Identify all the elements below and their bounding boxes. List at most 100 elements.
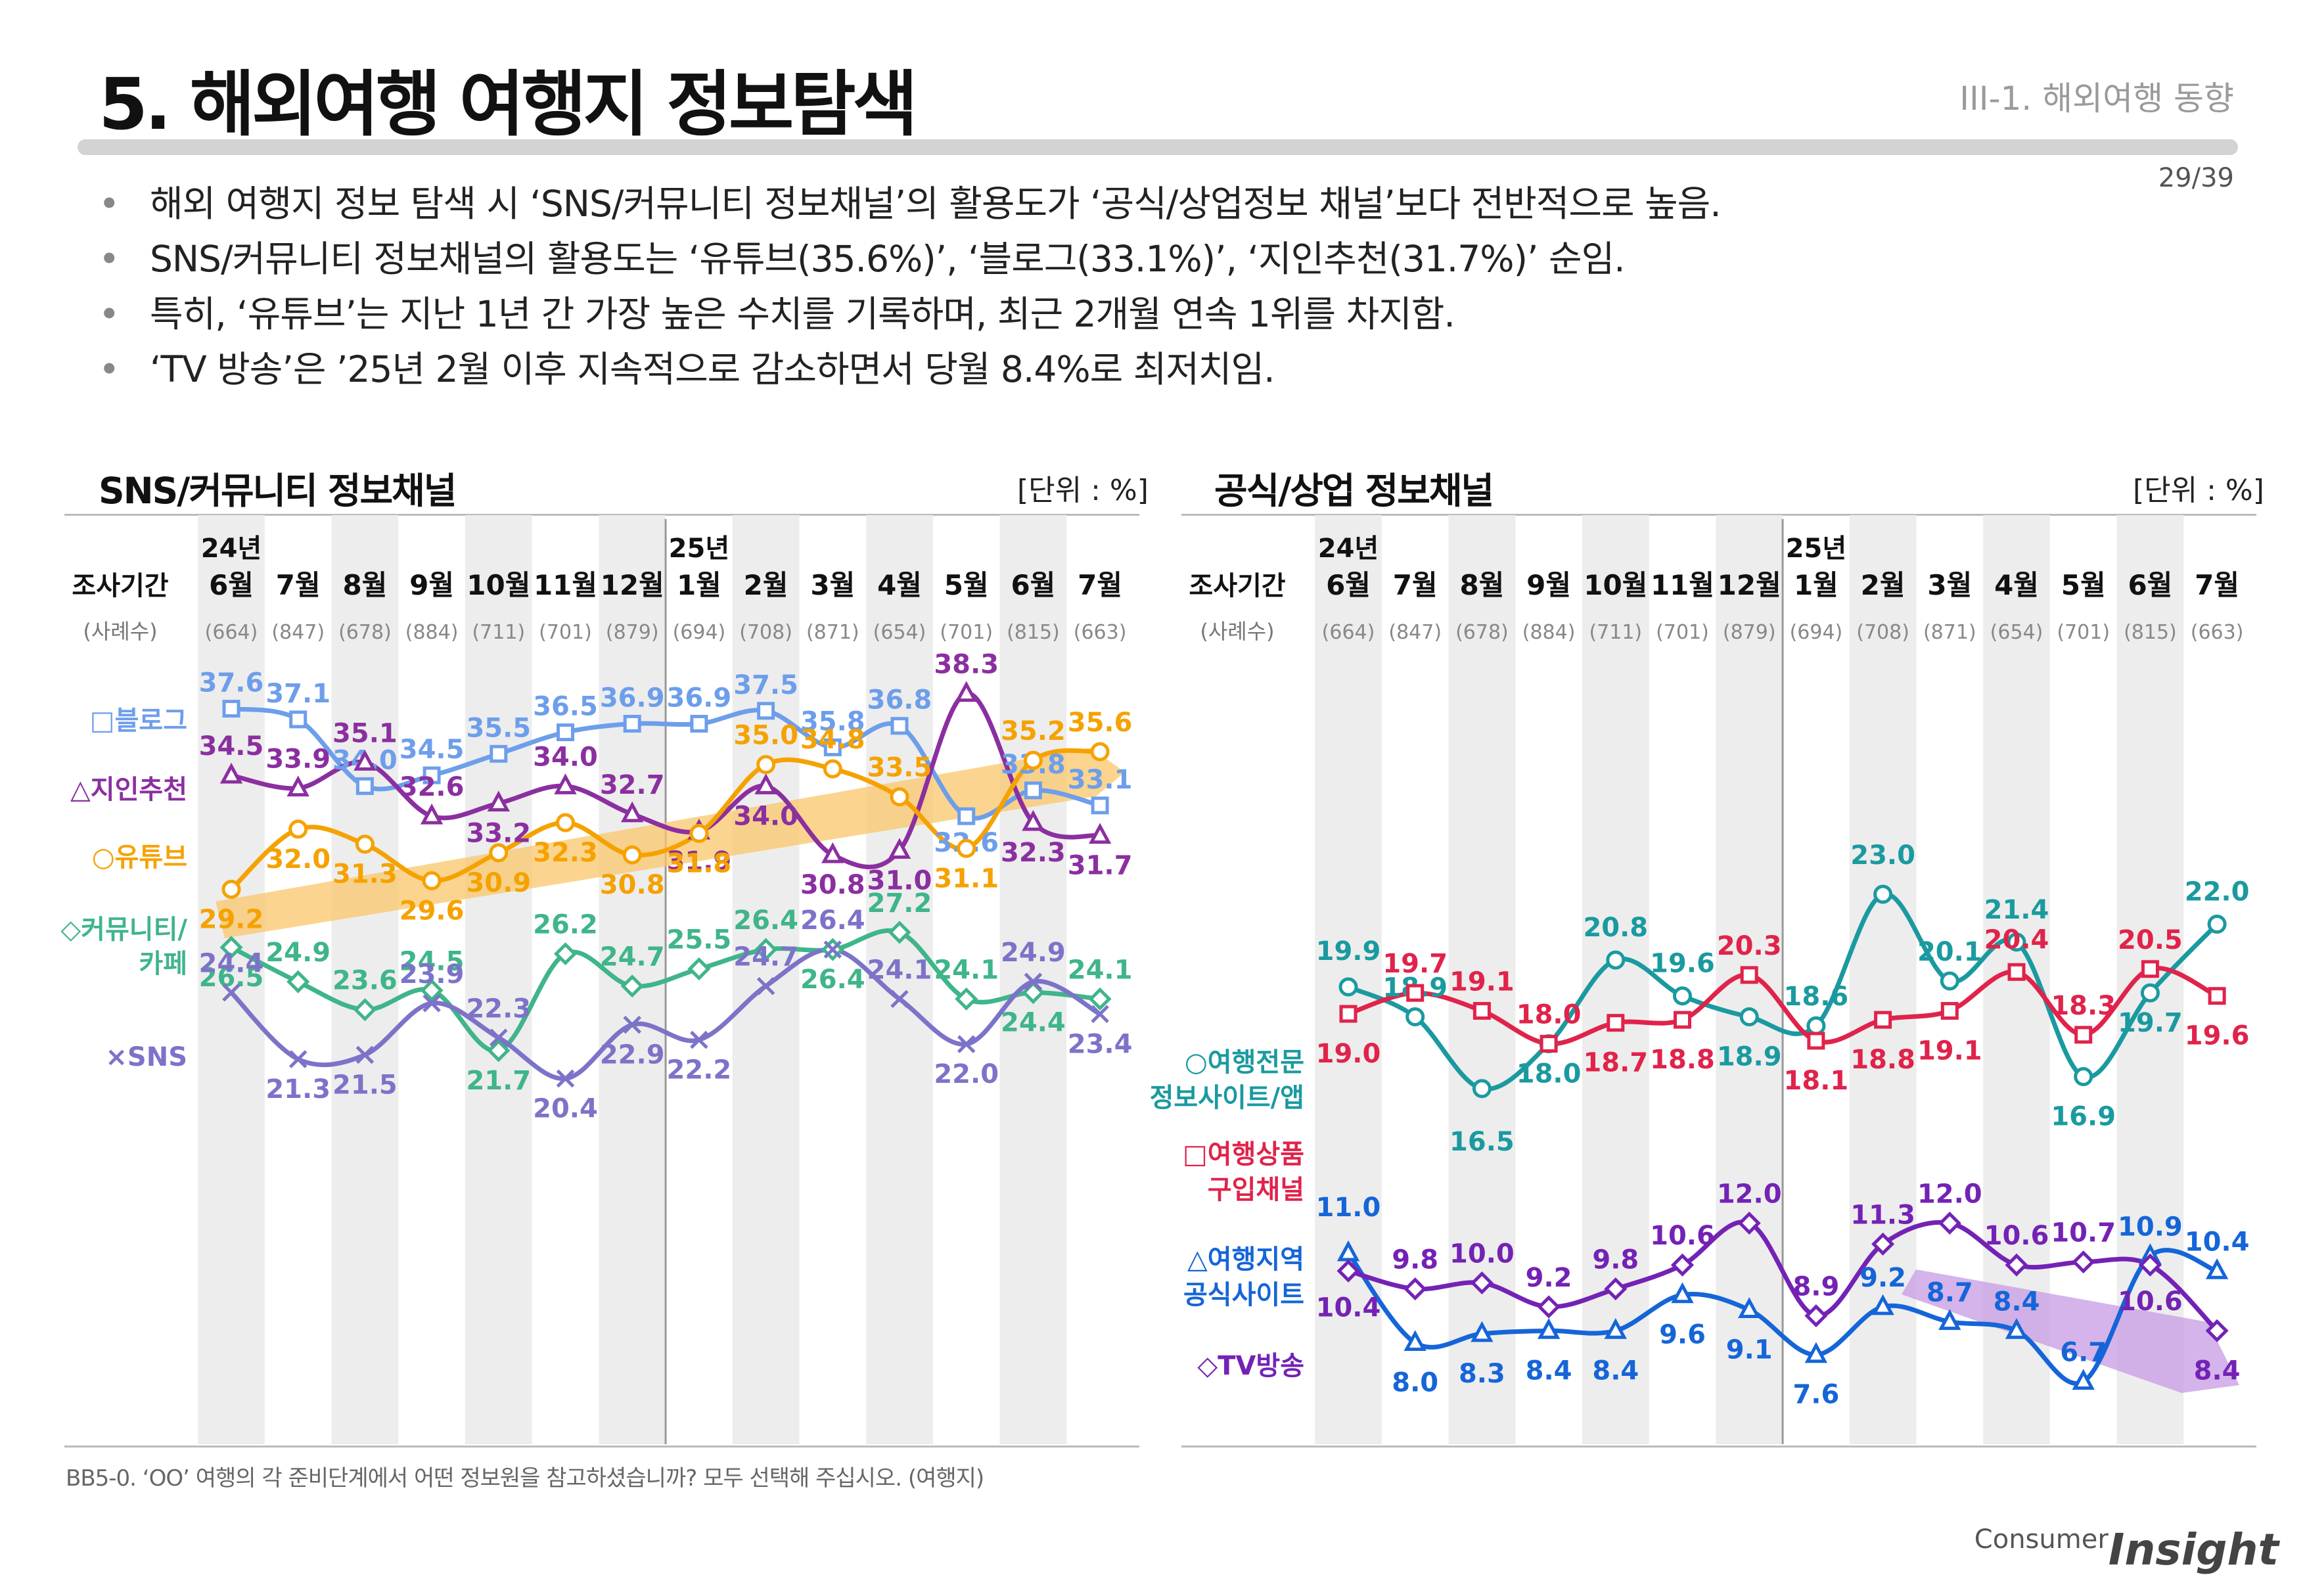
data-label: 19.7 bbox=[2118, 1008, 2183, 1038]
title-divider bbox=[78, 139, 2238, 155]
legend-label: ○유튜브 bbox=[92, 842, 187, 873]
data-point bbox=[1604, 1318, 1627, 1339]
data-point bbox=[690, 714, 708, 733]
month-tick: 1월 bbox=[677, 569, 721, 601]
data-label: 20.3 bbox=[1717, 931, 1782, 961]
data-label: 6.7 bbox=[2060, 1338, 2107, 1368]
data-point bbox=[1604, 1277, 1628, 1301]
sample-count: (694) bbox=[673, 621, 726, 644]
data-label: 29.2 bbox=[199, 904, 264, 934]
year-label: 25년 bbox=[669, 534, 729, 564]
sample-count: (664) bbox=[205, 621, 258, 644]
data-label: 24.4 bbox=[1001, 1008, 1066, 1038]
column-shade bbox=[198, 515, 265, 1444]
month-tick: 7월 bbox=[1078, 569, 1122, 601]
data-label: 9.6 bbox=[1659, 1320, 1706, 1350]
data-point bbox=[623, 714, 641, 733]
column-shade bbox=[331, 515, 399, 1444]
sample-count: (815) bbox=[2124, 621, 2177, 644]
data-point bbox=[1871, 1294, 1894, 1315]
data-label: 35.8 bbox=[800, 706, 865, 737]
data-point bbox=[354, 750, 377, 771]
data-label: 31.9 bbox=[667, 846, 732, 877]
data-label: 8.0 bbox=[1392, 1368, 1438, 1398]
data-label: 34.0 bbox=[733, 801, 798, 831]
data-label: 38.3 bbox=[934, 650, 999, 680]
data-label: 18.0 bbox=[1517, 1059, 1582, 1089]
sample-count: (847) bbox=[271, 621, 325, 644]
month-tick: 10월 bbox=[1584, 569, 1647, 601]
period-label: 조사기간 bbox=[1189, 571, 1285, 601]
sample-count: (711) bbox=[472, 621, 525, 644]
month-tick: 1월 bbox=[1794, 569, 1838, 601]
unit-label-official: [단위 : %] bbox=[2133, 474, 2264, 507]
sample-count: (664) bbox=[1322, 621, 1375, 644]
data-label: 20.1 bbox=[1917, 937, 1982, 967]
data-point bbox=[1472, 1079, 1492, 1099]
data-label: 10.4 bbox=[1316, 1292, 1381, 1323]
sample-label: (사례수) bbox=[1200, 619, 1274, 644]
month-tick: 7월 bbox=[276, 569, 321, 601]
data-label: 29.6 bbox=[399, 896, 465, 926]
legend-label: △지인추천 bbox=[70, 775, 187, 805]
data-label: 24.7 bbox=[733, 942, 798, 972]
data-point bbox=[687, 957, 711, 981]
data-point bbox=[222, 983, 240, 1002]
sample-count: (701) bbox=[1656, 621, 1709, 644]
month-tick: 2월 bbox=[1861, 569, 1906, 601]
data-point bbox=[1806, 1016, 1826, 1036]
data-point bbox=[2207, 915, 2227, 934]
series-line bbox=[230, 928, 1101, 1053]
data-point bbox=[690, 1030, 708, 1049]
data-label: 19.0 bbox=[1316, 1039, 1381, 1069]
data-point bbox=[288, 819, 308, 839]
data-label: 33.1 bbox=[1068, 765, 1133, 795]
data-point bbox=[1540, 1035, 1558, 1053]
data-label: 32.7 bbox=[600, 770, 665, 800]
data-label: 37.6 bbox=[199, 668, 264, 698]
data-label: 27.2 bbox=[867, 888, 932, 919]
legend-label: ○여행전문 bbox=[1185, 1047, 1304, 1078]
data-label: 37.1 bbox=[265, 679, 331, 709]
data-label: 33.9 bbox=[265, 744, 331, 775]
data-point bbox=[1874, 1011, 1892, 1029]
sample-count: (884) bbox=[1522, 621, 1576, 644]
data-label: 10.7 bbox=[2051, 1218, 2116, 1248]
summary-bullet: • ‘TV 방송’은 ’25년 2월 이후 지속적으로 감소하면서 당월 8.4%… bbox=[99, 348, 1275, 390]
bullet-text: SNS/커뮤니티 정보채널의 활용도는 ‘유튜브(35.6%)’, ‘블로그(3… bbox=[150, 238, 1626, 280]
data-label: 18.8 bbox=[1650, 1045, 1715, 1075]
legend-label: □블로그 bbox=[90, 706, 187, 736]
month-tick: 5월 bbox=[2061, 569, 2106, 601]
data-point bbox=[1091, 1005, 1109, 1024]
data-point bbox=[353, 998, 377, 1022]
month-tick: 6월 bbox=[2128, 569, 2172, 601]
data-label: 32.3 bbox=[533, 838, 598, 868]
data-label: 34.5 bbox=[199, 731, 264, 762]
data-point bbox=[1871, 1232, 1895, 1256]
sample-count: (708) bbox=[1856, 621, 1909, 644]
sample-count: (871) bbox=[806, 621, 859, 644]
data-label: 26.2 bbox=[533, 910, 598, 940]
data-label: 9.2 bbox=[1526, 1263, 1572, 1293]
data-point bbox=[2072, 1250, 2095, 1274]
data-label: 31.7 bbox=[1068, 851, 1133, 881]
data-point bbox=[823, 759, 842, 779]
data-point bbox=[2138, 1253, 2162, 1277]
data-point bbox=[1406, 984, 1425, 1002]
data-label: 36.5 bbox=[533, 692, 598, 722]
data-label: 34.5 bbox=[399, 735, 465, 765]
legend-label: ×SNS bbox=[105, 1042, 187, 1072]
data-point bbox=[489, 843, 509, 863]
month-tick: 6월 bbox=[1011, 569, 1055, 601]
data-point bbox=[1472, 1001, 1491, 1020]
data-label: 30.8 bbox=[800, 870, 865, 900]
legend-label: ◇TV방송 bbox=[1197, 1351, 1304, 1381]
data-point bbox=[2072, 1369, 2095, 1390]
data-label: 35.1 bbox=[332, 718, 398, 748]
data-label: 22.0 bbox=[934, 1059, 999, 1089]
data-point bbox=[1938, 1309, 1961, 1331]
data-point bbox=[2205, 1319, 2229, 1342]
data-point bbox=[890, 990, 909, 1009]
month-tick: 7월 bbox=[1393, 569, 1438, 601]
data-point bbox=[1606, 950, 1626, 970]
